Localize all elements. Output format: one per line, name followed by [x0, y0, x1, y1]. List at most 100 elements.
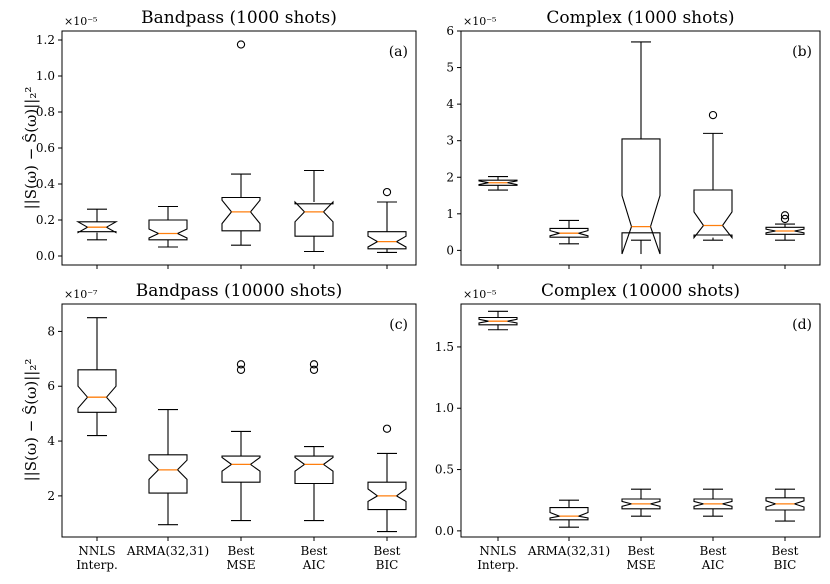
y-tick-label: 4	[47, 434, 55, 448]
box-body	[693, 189, 733, 240]
box-5	[367, 187, 407, 253]
box-body	[765, 497, 805, 511]
y-tick-label: 5	[446, 61, 454, 75]
panel-4: Complex (10000 shots) ×10⁻⁵ (d) 0.0 0.5 1.0 1.…	[435, 281, 821, 572]
y-tick-label: 8	[47, 324, 55, 338]
x-tick-label: BIC	[376, 558, 399, 572]
panel-3: Bandpass (10000 shots) ×10⁻⁷ (c) 2 4 6 8 NNLSIn…	[47, 281, 417, 572]
x-tick-label: NNLS	[479, 544, 516, 558]
box-1	[478, 175, 518, 191]
x-tick-label: Best	[628, 544, 655, 558]
y-tick-label: 0.2	[36, 213, 55, 227]
panel-title: Complex (10000 shots)	[541, 281, 740, 301]
y-tick-label: 1.0	[435, 401, 454, 415]
panel-label: (d)	[792, 317, 812, 333]
panel-title: Bandpass (1000 shots)	[141, 8, 337, 28]
box-body	[549, 227, 589, 238]
panel-label: (b)	[792, 44, 812, 60]
x-tick-label: BIC	[774, 558, 797, 572]
box-4	[294, 169, 334, 253]
outlier-point	[236, 365, 246, 374]
box-body	[478, 316, 518, 326]
box-3	[621, 41, 661, 255]
box-4	[294, 360, 334, 522]
ylabel-bottom: ||S(ω) − Ŝ(ω)||₂²	[22, 359, 40, 482]
box-body	[367, 231, 407, 250]
x-tick-label: MSE	[626, 558, 655, 572]
box-body	[621, 138, 661, 255]
outlier-point	[236, 360, 246, 369]
y-tick-label: 0.8	[36, 105, 55, 119]
box-body	[693, 498, 733, 510]
x-tick-label: Best	[374, 544, 401, 558]
outlier-point	[236, 40, 246, 49]
x-tick-label: Best	[228, 544, 255, 558]
box-5	[367, 424, 407, 533]
x-tick-label: AIC	[701, 558, 725, 572]
y-tick-label: 0	[446, 243, 454, 257]
box-2	[549, 499, 589, 528]
exponent-label: ×10⁻⁵	[64, 15, 97, 28]
y-tick-label: 1.2	[36, 33, 55, 47]
y-tick-label: 6	[446, 24, 454, 38]
panel-1: Bandpass (1000 shots) ×10⁻⁵ (a) 0.0 0.2 0.4 0.…	[36, 8, 417, 269]
y-tick-label: 4	[446, 97, 454, 111]
box-2	[549, 219, 589, 245]
plot-frame	[61, 30, 417, 266]
box-2	[148, 205, 188, 248]
exponent-label: ×10⁻⁵	[463, 15, 496, 28]
box-2	[148, 408, 188, 526]
y-tick-label: 1	[446, 207, 454, 221]
y-tick-label: 2	[446, 170, 454, 184]
box-5	[765, 211, 805, 241]
x-tick-label: AIC	[302, 558, 326, 572]
ylabel-top: ||S(ω) − Ŝ(ω)||₂²	[22, 87, 40, 210]
outlier-point	[708, 110, 718, 120]
outlier-point	[382, 187, 392, 197]
box-body	[549, 507, 589, 521]
y-tick-label: 0.0	[435, 524, 454, 538]
box-body	[148, 454, 188, 494]
box-body	[77, 369, 117, 413]
x-tick-label: Best	[700, 544, 727, 558]
box-3	[221, 360, 261, 522]
outlier-point	[382, 424, 392, 433]
y-tick-label: 2	[47, 489, 55, 503]
box-4	[693, 488, 733, 517]
box-body	[621, 498, 661, 510]
box-body	[294, 200, 334, 237]
box-3	[621, 488, 661, 517]
panel-label: (a)	[389, 44, 408, 60]
box-body	[221, 455, 261, 483]
box-4	[693, 110, 733, 241]
outlier-point	[780, 214, 790, 224]
box-body	[148, 219, 188, 241]
plot-frame	[61, 303, 417, 538]
box-1	[75, 208, 119, 241]
y-tick-label: 3	[446, 134, 454, 148]
box-3	[221, 40, 261, 246]
x-tick-label: Best	[772, 544, 799, 558]
x-tick-label: Best	[301, 544, 328, 558]
exponent-label: ×10⁻⁷	[64, 288, 98, 301]
outlier-point	[309, 365, 319, 374]
y-tick-label: 1.0	[36, 69, 55, 83]
y-tick-label: 0.6	[36, 141, 55, 155]
x-tick-label: MSE	[226, 558, 255, 572]
x-tick-label: NNLS	[78, 544, 115, 558]
x-tick-label: ARMA(32,31)	[126, 544, 209, 558]
y-tick-label: 0.0	[36, 249, 55, 263]
y-tick-label: 0.4	[36, 177, 55, 191]
x-tick-label: ARMA(32,31)	[527, 544, 610, 558]
y-tick-label: 1.5	[435, 340, 454, 354]
box-1	[77, 317, 117, 437]
box-body	[221, 196, 261, 232]
box-body	[765, 226, 805, 235]
panel-label: (c)	[389, 317, 408, 333]
x-tick-label: Interp.	[477, 558, 519, 572]
y-tick-label: 6	[47, 379, 55, 393]
box-body	[367, 481, 407, 511]
panel-2: Complex (1000 shots) ×10⁻⁵ (b) 0 1 2 3 4 5 6	[446, 8, 821, 269]
outlier-point	[309, 360, 319, 369]
